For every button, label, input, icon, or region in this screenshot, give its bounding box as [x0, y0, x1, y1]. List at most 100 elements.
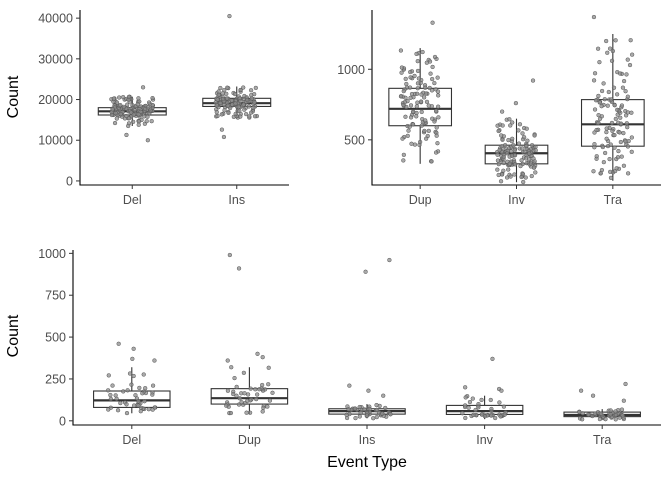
data-point [596, 93, 601, 99]
data-point [225, 388, 231, 393]
data-point [412, 73, 417, 79]
data-point [432, 80, 437, 86]
x-tick-label: Tra [604, 193, 622, 207]
data-point [615, 107, 620, 112]
data-point [124, 410, 130, 416]
data-point [407, 124, 412, 129]
data-point [142, 114, 147, 119]
data-point [146, 407, 151, 412]
data-point [490, 356, 495, 362]
data-point [516, 128, 521, 133]
data-point [409, 141, 414, 146]
data-point [435, 89, 441, 94]
data-point [473, 407, 478, 413]
data-point [508, 174, 513, 179]
data-point [594, 154, 599, 159]
data-point [357, 404, 362, 410]
data-point [510, 120, 515, 125]
boxplot-inv [484, 78, 549, 185]
data-point [628, 38, 633, 43]
data-point [236, 104, 241, 109]
data-point [353, 415, 358, 421]
data-point [424, 136, 429, 141]
data-point [625, 144, 631, 149]
data-point [500, 123, 505, 128]
data-point [408, 103, 414, 108]
data-point [252, 100, 257, 105]
data-point [415, 68, 421, 74]
data-point [346, 407, 351, 412]
data-point [406, 128, 411, 133]
data-point [603, 417, 608, 422]
data-point [222, 87, 227, 93]
data-point [619, 154, 624, 159]
data-point [590, 393, 596, 398]
data-point [374, 402, 379, 408]
x-tick-label: Inv [476, 433, 493, 447]
data-point [224, 403, 229, 408]
data-point [127, 371, 133, 376]
y-tick-label: 30000 [38, 52, 73, 66]
data-point [430, 76, 435, 82]
data-point [600, 144, 606, 150]
data-point [463, 395, 468, 400]
data-point [419, 92, 424, 97]
data-point [238, 87, 243, 93]
box-iqr [93, 390, 171, 408]
data-point [118, 400, 123, 406]
data-point [521, 179, 526, 185]
data-point [613, 116, 618, 122]
data-point [408, 75, 413, 80]
data-point [605, 50, 610, 55]
y-tick-label: 750 [45, 289, 66, 303]
data-point [415, 100, 420, 105]
data-point [242, 107, 247, 112]
x-tick-label: Inv [508, 193, 525, 207]
data-point [257, 387, 262, 392]
data-point [625, 94, 630, 99]
data-point [401, 158, 406, 163]
x-tick-label: Ins [228, 193, 245, 207]
data-point [629, 135, 634, 140]
data-point [522, 135, 527, 140]
data-point [399, 70, 404, 75]
data-point [592, 107, 598, 112]
data-point [463, 385, 468, 390]
data-point [232, 91, 238, 97]
data-point [613, 417, 618, 422]
data-point [246, 104, 252, 109]
data-point [614, 166, 619, 171]
data-point [618, 115, 623, 120]
y-tick-label: 10000 [38, 134, 73, 148]
data-point [610, 128, 615, 134]
data-point [423, 85, 428, 90]
data-point [219, 127, 225, 132]
data-point [623, 381, 628, 387]
data-point [617, 71, 623, 76]
data-point [523, 156, 529, 161]
data-point [403, 114, 408, 119]
data-point [623, 139, 628, 144]
data-point [401, 88, 406, 94]
data-point [436, 93, 441, 98]
data-point [624, 121, 629, 126]
data-point [593, 98, 599, 103]
data-point [255, 351, 260, 356]
data-point [435, 141, 440, 146]
data-point [408, 95, 413, 100]
data-point [523, 175, 528, 180]
data-point [612, 145, 617, 150]
data-point [621, 78, 627, 84]
data-point [366, 388, 371, 393]
data-point [260, 409, 265, 414]
data-point [416, 76, 422, 81]
data-point [118, 102, 123, 108]
data-point [496, 172, 501, 178]
data-point [410, 122, 416, 127]
data-point [599, 411, 604, 416]
data-point [517, 122, 523, 127]
data-point [513, 101, 519, 106]
y-axis-title: Count [5, 314, 22, 357]
data-point [578, 388, 584, 393]
